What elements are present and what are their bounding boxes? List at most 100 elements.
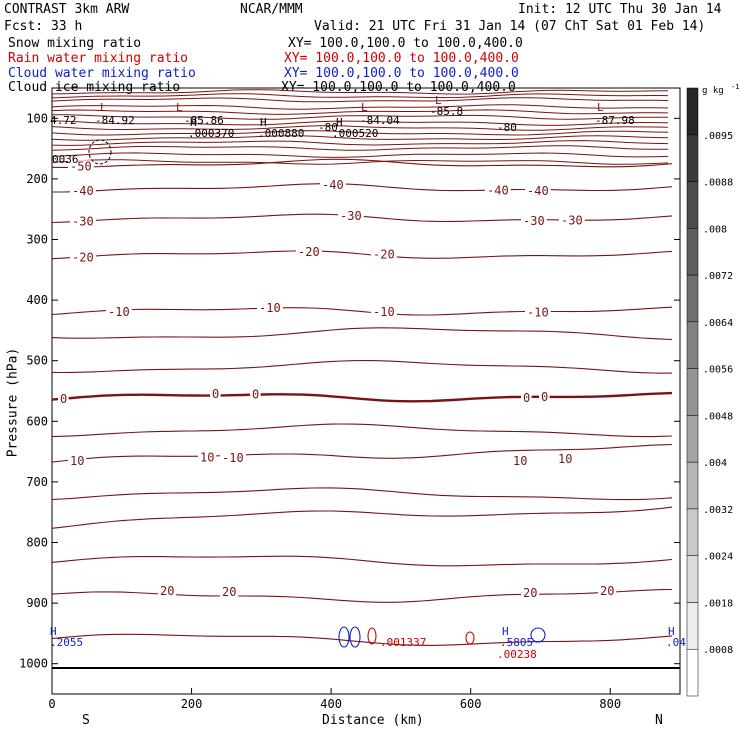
snow-value-label: .000370 [188,127,234,140]
y-tick-label: 700 [26,475,48,489]
contour-label-bg [220,585,239,598]
x-tick-label: 400 [320,697,342,711]
contour-label: -40 [527,184,549,198]
contour-label: 10 [200,451,214,465]
cloud-ice-contour [88,139,112,165]
colorbar-tick-label: .0018 [703,598,733,609]
colorbar-segment [686,508,699,556]
upper-contour-line [52,114,668,120]
upper-contour-line [51,140,669,146]
upper-value-label: -84.92 [95,114,135,127]
x-axis-label: Distance (km) [322,713,424,728]
near-surface-value: .5805 [500,636,533,649]
colorbar-unit-exponent: -1 [731,83,739,91]
contour-label: -30 [340,209,362,223]
contour-label: -10 [259,301,281,315]
temperature-contour-extra [51,555,673,567]
upper-value-label: -85.86 [184,114,224,127]
low-marker: L [100,101,107,114]
contour-label: 10 [513,454,527,468]
temperature-contour--10 [51,306,673,316]
colorbar-segment [686,415,699,463]
contour-label: -30 [72,214,94,228]
contour-label-bg [296,246,322,259]
colorbar-segment [686,87,699,136]
high-marker: H [50,625,57,638]
x-tick-label: 200 [181,697,203,711]
contour-label-bg [250,388,261,401]
contour-label-bg [210,388,221,401]
contour-label-bg [68,455,87,468]
x-tick-label: 800 [599,697,621,711]
upper-contour-line [51,97,669,103]
contour-label: -40 [487,184,509,198]
contour-label-bg [198,451,217,464]
y-tick-label: 500 [26,354,48,368]
low-marker: L [597,101,604,114]
contour-label: -20 [373,248,395,262]
x-end-south: S [82,713,90,728]
colorbar-tick-label: .0095 [703,131,733,142]
contour-label-bg [521,391,532,404]
contour-label-bg [559,214,585,227]
contour-label: -20 [72,250,94,264]
contour-label: -10 [527,306,549,320]
upper-value-label: -80 [318,121,338,134]
closed-contour [367,627,377,645]
legend-snow-xy: XY= 100.0,100.0 to 100.0,400.0 [288,36,523,51]
upper-value-label: -84.04 [360,114,400,127]
upper-contour-line [51,89,669,95]
y-tick-label: 100 [26,111,48,125]
legend-rain-name: Rain water mixing ratio [8,51,189,66]
temperature-contour-10 [51,443,673,463]
high-marker: H [260,116,267,129]
contour-label: -10 [373,305,395,319]
plot-frame [51,87,681,695]
colorbar-tick-label: .0048 [703,411,733,422]
colorbar-segment [686,555,699,603]
colorbar-tick-label: .0008 [703,645,733,656]
colorbar-tick-label: .0064 [703,318,733,329]
contour-label-bg [158,585,177,598]
contour-label-bg [220,451,246,464]
contour-label-bg [539,391,550,404]
colorbar-tick-label: .0024 [703,552,733,563]
legend-snow-name: Snow mixing ratio [8,36,142,51]
contour-label: 0 [212,387,219,401]
init-time: Init: 12 UTC Thu 30 Jan 14 [518,2,722,17]
contour-label-bg [70,184,96,197]
contour-label: -40 [72,184,94,198]
x-end-north: N [655,713,663,728]
y-tick-label: 1000 [19,657,48,671]
temperature-contour-extra [51,359,673,374]
low-marker: L [435,94,442,107]
high-marker: H [336,116,343,129]
colorbar-tick-label: .0032 [703,505,733,516]
contour-label-bg [320,179,346,192]
x-tick-label: 600 [460,697,482,711]
colorbar-tick-label: .0072 [703,271,733,282]
temperature-contour--50 [51,158,673,168]
temperature-contour-20 [51,588,673,603]
contour-label-bg [485,184,511,197]
snow-value-label: .000520 [332,127,378,140]
contour-label-bg [257,302,283,315]
contour-label-bg [521,215,547,228]
contour-label: -10 [108,305,130,319]
near-surface-value: .2055 [50,636,83,649]
snow-value-label: .000880 [258,127,304,140]
contour-label: 20 [600,584,614,598]
y-tick-label: 300 [26,233,48,247]
closed-contour [530,627,546,643]
colorbar-segment [686,274,699,323]
near-surface-value: .001337 [380,636,426,649]
upper-contour-line [51,104,669,110]
y-tick-label: 600 [26,414,48,428]
contour-label-bg [338,210,364,223]
y-tick-label: 900 [26,596,48,610]
high-marker: H [668,625,675,638]
high-marker: H [190,116,197,129]
temperature-contour-extra [51,423,673,438]
contour-label: 20 [160,584,174,598]
